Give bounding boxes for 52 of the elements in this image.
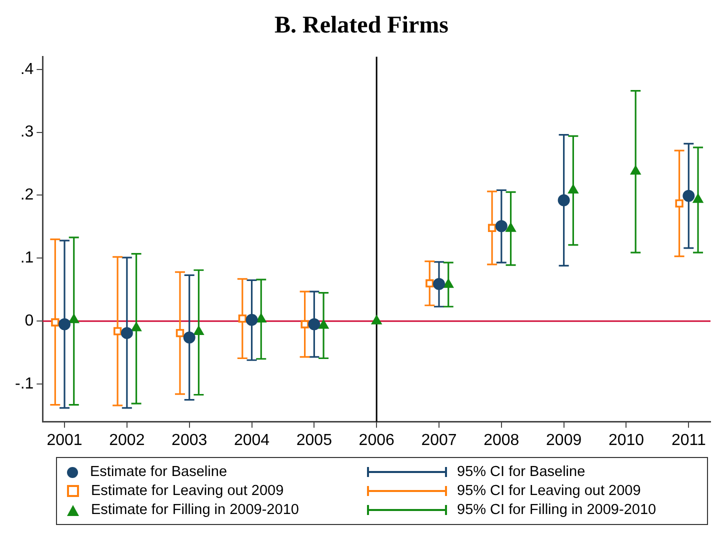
point (630, 165, 641, 175)
point (58, 318, 71, 330)
point (675, 199, 684, 208)
x-tick-label: 2001 (46, 432, 82, 449)
point (113, 327, 122, 336)
x-tick-label: 2007 (421, 432, 457, 449)
legend-label: Estimate for Baseline (90, 464, 228, 480)
point (426, 279, 434, 288)
x-tick-label: 2003 (172, 432, 208, 449)
point (495, 220, 508, 232)
point (318, 320, 329, 329)
text: 95% CI for Leaving out 2009 (457, 483, 641, 499)
x-tick-label: 2009 (546, 432, 582, 449)
point (256, 313, 266, 322)
point (433, 278, 445, 290)
point (568, 184, 578, 194)
x-tick-label: 2011 (671, 432, 706, 449)
y-tick-label: -.1 (15, 375, 34, 392)
y-tick-label: .3 (20, 124, 34, 141)
point (506, 222, 516, 232)
point (371, 315, 382, 324)
legend-label: Estimate for Filling in 2009-2010 (91, 502, 299, 518)
point (308, 318, 320, 330)
legend-label: Estimate for Leaving out 2009 (91, 483, 284, 499)
point (682, 190, 695, 202)
y-tick-label: .4 (20, 60, 34, 78)
point (176, 328, 184, 338)
x-tick-label: 2004 (234, 432, 270, 449)
point (193, 326, 204, 336)
x-tick-label: 2008 (484, 432, 520, 449)
point (183, 331, 196, 344)
y-tick-label: .2 (20, 186, 34, 204)
point (692, 194, 704, 203)
x-tick-label: 2005 (296, 432, 332, 449)
text: 95% CI for Baseline (457, 464, 586, 480)
point (68, 314, 80, 324)
y-tick-label: 0 (24, 312, 34, 330)
chart-title: B. Related Firms (274, 12, 448, 39)
point (443, 278, 454, 288)
x-tick-label: 2006 (358, 432, 394, 449)
x-tick-label: 2010 (608, 432, 644, 449)
point (131, 322, 142, 332)
point (246, 314, 258, 326)
text: 95% CI for Filling in 2009-2010 (457, 502, 656, 518)
point (51, 318, 60, 326)
point (120, 327, 133, 340)
point (488, 224, 496, 232)
y-tick-label: .1 (20, 250, 34, 267)
point (300, 320, 309, 328)
x-tick-label: 2002 (109, 432, 145, 449)
point (558, 194, 570, 206)
point (238, 314, 246, 323)
